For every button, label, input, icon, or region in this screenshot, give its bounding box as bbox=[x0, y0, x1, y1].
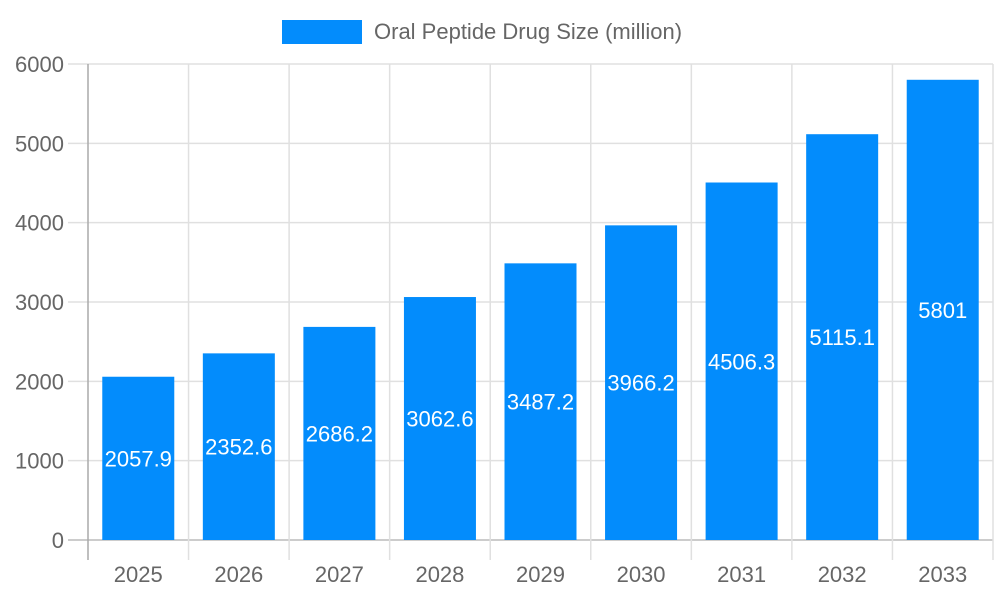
bar bbox=[403, 297, 476, 540]
bar bbox=[906, 79, 979, 541]
y-tick-label: 6000 bbox=[15, 52, 64, 77]
y-tick-label: 4000 bbox=[15, 211, 64, 236]
data-label: 5801 bbox=[918, 298, 967, 323]
data-label: 3966.2 bbox=[607, 371, 674, 396]
data-label: 3062.6 bbox=[406, 407, 473, 432]
x-tick-label: 2026 bbox=[214, 562, 263, 587]
data-label: 2057.9 bbox=[105, 446, 172, 471]
x-tick-label: 2033 bbox=[918, 562, 967, 587]
x-tick-label: 2031 bbox=[717, 562, 766, 587]
grid bbox=[68, 63, 994, 560]
data-label: 4506.3 bbox=[708, 349, 775, 374]
x-tick-label: 2028 bbox=[415, 562, 464, 587]
x-tick-label: 2030 bbox=[617, 562, 666, 587]
y-tick-label: 2000 bbox=[15, 369, 64, 394]
legend-label: Oral Peptide Drug Size (million) bbox=[374, 19, 682, 44]
x-tick-label: 2027 bbox=[315, 562, 364, 587]
data-label: 2352.6 bbox=[205, 435, 272, 460]
data-label: 2686.2 bbox=[306, 421, 373, 446]
bar bbox=[806, 134, 879, 540]
y-tick-label: 5000 bbox=[15, 131, 64, 156]
bars: 2057.9 2352.6 2686.2 3062.6 3487.2 3966.2 4506… bbox=[102, 79, 979, 541]
bar bbox=[605, 225, 678, 540]
bar bbox=[504, 263, 577, 540]
axes: 0 1000 2000 3000 4000 5000 6000 2025 2026 2027 202… bbox=[15, 52, 967, 587]
x-tick-label: 2032 bbox=[818, 562, 867, 587]
legend-swatch bbox=[282, 20, 362, 44]
bar bbox=[303, 326, 376, 540]
x-tick-label: 2025 bbox=[114, 562, 163, 587]
y-tick-label: 1000 bbox=[15, 449, 64, 474]
legend[interactable]: Oral Peptide Drug Size (million) bbox=[282, 19, 682, 44]
x-tick-label: 2029 bbox=[516, 562, 565, 587]
data-label: 3487.2 bbox=[507, 390, 574, 415]
data-label: 5115.1 bbox=[809, 325, 875, 350]
bar bbox=[102, 376, 175, 540]
bar bbox=[705, 182, 778, 541]
y-tick-label: 0 bbox=[52, 528, 64, 553]
bar bbox=[202, 353, 275, 540]
y-tick-label: 3000 bbox=[15, 290, 64, 315]
